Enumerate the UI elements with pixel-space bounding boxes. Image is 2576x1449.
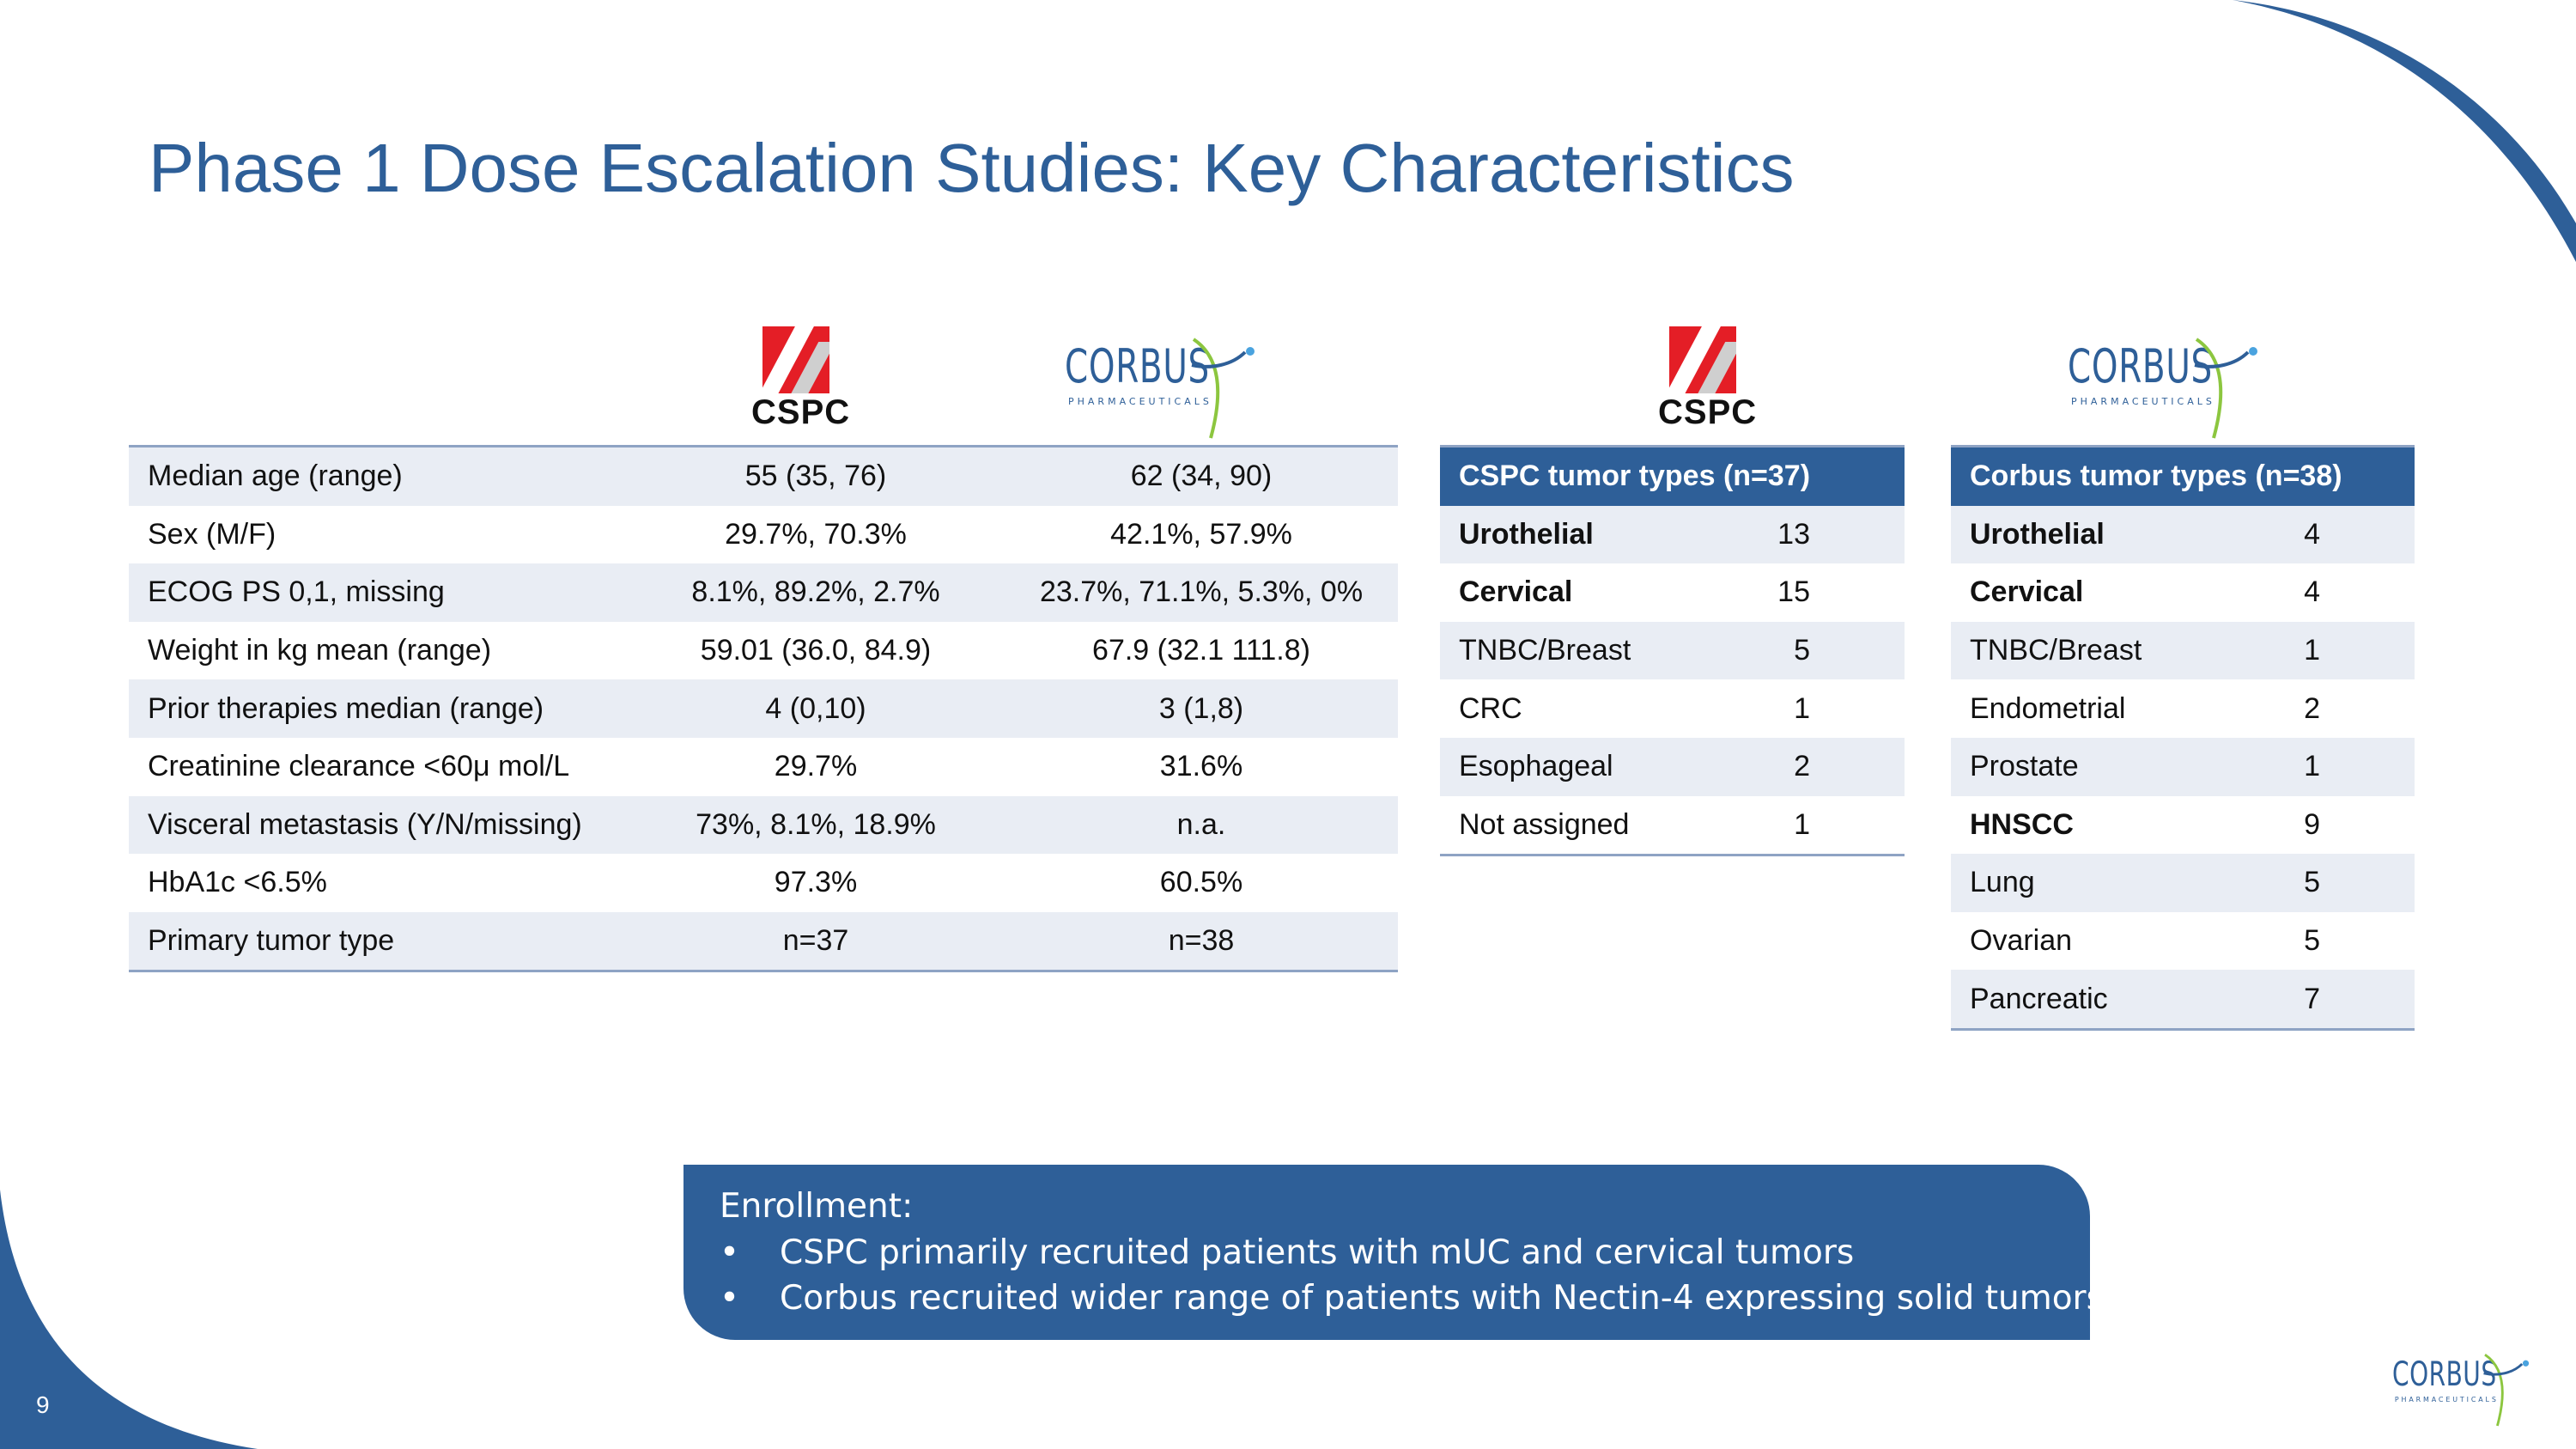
table-row: Pancreatic 7 xyxy=(1951,970,2415,1030)
tumor-count: 1 xyxy=(1794,691,1810,725)
tumor-type: TNBC/Breast xyxy=(1951,621,2234,680)
cell-label: Creatinine clearance <60μ mol/L xyxy=(148,750,570,783)
cell-cspc: 8.1%, 89.2%, 2.7% xyxy=(627,563,1005,622)
cell-corbus: 3 (1,8) xyxy=(1005,679,1398,738)
tumor-type: Esophageal xyxy=(1440,737,1724,796)
corbus-logo-2: CORBUS PHARMACEUTICALS xyxy=(2068,331,2265,442)
table-row: Urothelial 4 xyxy=(1951,505,2415,564)
table-row: Endometrial 2 xyxy=(1951,679,2415,738)
cell-label: HbA1c <6.5% xyxy=(148,866,327,899)
corbus-logo: CORBUS PHARMACEUTICALS xyxy=(1065,331,1262,442)
table-row: Creatinine clearance <60μ mol/L 29.7% 31.6… xyxy=(129,738,1398,796)
cell-cspc: 59.01 (36.0, 84.9) xyxy=(700,634,932,667)
tumor-type: Not assigned xyxy=(1459,807,1630,841)
cell-label: Prior therapies median (range) xyxy=(129,679,627,738)
table-row: Lung 5 xyxy=(1951,854,2415,912)
table-row: ECOG PS 0,1, missing 8.1%, 89.2%, 2.7% 23.… xyxy=(129,563,1398,622)
characteristics-table: Median age (range) 55 (35, 76) 62 (34, 90)… xyxy=(129,445,1398,973)
enrollment-bullet-2: • Corbus recruited wider range of patient… xyxy=(720,1279,2104,1318)
tumor-type: Ovarian xyxy=(1970,924,2073,958)
table-row: Not assigned 1 xyxy=(1440,796,1905,855)
cell-cspc: 29.7%, 70.3% xyxy=(725,517,907,551)
cell-label: Weight in kg mean (range) xyxy=(148,634,492,667)
tumor-type: Urothelial xyxy=(1951,505,2234,564)
cspc-tumor-table: CSPC tumor types (n=37) Urothelial 13 Cerv… xyxy=(1440,445,1905,857)
table-row: Sex (M/F) 29.7%, 70.3% 42.1%, 57.9% xyxy=(129,506,1398,564)
tumor-type: CRC xyxy=(1459,691,1522,725)
tumor-type: HNSCC xyxy=(1970,807,2074,841)
tumor-type: Urothelial xyxy=(1440,505,1724,564)
tumor-count: 13 xyxy=(1724,505,1905,564)
cell-label: Primary tumor type xyxy=(129,911,627,971)
cell-cspc: 4 (0,10) xyxy=(627,679,1005,738)
tumor-type: Cervical xyxy=(1459,575,1573,609)
table-row: Esophageal 2 xyxy=(1440,737,1905,796)
corbus-tumor-header: Corbus tumor types (n=38) xyxy=(1951,446,2415,506)
tumor-count: 1 xyxy=(2234,621,2415,680)
tumor-count: 4 xyxy=(2234,505,2415,564)
tumor-type: Cervical xyxy=(1970,575,2084,609)
tumor-count: 9 xyxy=(2304,807,2320,841)
cell-label: Sex (M/F) xyxy=(148,517,276,551)
tumor-count: 4 xyxy=(2304,575,2320,609)
cell-cspc: 29.7% xyxy=(774,750,858,783)
table-row: Ovarian 5 xyxy=(1951,912,2415,971)
cell-corbus: 60.5% xyxy=(1159,866,1243,899)
table-row: Weight in kg mean (range) 59.01 (36.0, 84… xyxy=(129,622,1398,680)
tumor-type: Prostate xyxy=(1951,737,2234,796)
tumor-count: 2 xyxy=(2304,691,2320,725)
tumor-count: 1 xyxy=(1794,807,1810,841)
table-row: HNSCC 9 xyxy=(1951,796,2415,855)
cspc-tumor-header: CSPC tumor types (n=37) xyxy=(1440,446,1905,506)
table-row: Visceral metastasis (Y/N/missing) 73%, 8.… xyxy=(129,795,1398,855)
cell-corbus: 67.9 (32.1 111.8) xyxy=(1092,634,1310,667)
cell-corbus: 23.7%, 71.1%, 5.3%, 0% xyxy=(1005,563,1398,622)
enrollment-heading: Enrollment: xyxy=(720,1187,914,1226)
tumor-type: Pancreatic xyxy=(1951,970,2234,1030)
table-row: TNBC/Breast 1 xyxy=(1951,621,2415,680)
cell-label: Median age (range) xyxy=(129,446,627,506)
table-row: Prostate 1 xyxy=(1951,737,2415,796)
table-row: Cervical 4 xyxy=(1951,563,2415,622)
tumor-count: 2 xyxy=(1724,737,1905,796)
corbus-tumor-table: Corbus tumor types (n=38) Urothelial 4 Cer… xyxy=(1951,445,2415,1031)
cell-label: ECOG PS 0,1, missing xyxy=(129,563,627,622)
top-right-arc xyxy=(2233,0,2576,262)
tumor-type: Endometrial xyxy=(1970,691,2126,725)
table-row: Urothelial 13 xyxy=(1440,505,1905,564)
cell-cspc: 55 (35, 76) xyxy=(627,446,1005,506)
tumor-type: TNBC/Breast xyxy=(1440,621,1724,680)
cell-cspc: 73%, 8.1%, 18.9% xyxy=(627,795,1005,855)
page-title: Phase 1 Dose Escalation Studies: Key Cha… xyxy=(149,130,1795,206)
enrollment-callout: Enrollment: • CSPC primarily recruited pa… xyxy=(683,1165,2104,1340)
table-row: HbA1c <6.5% 97.3% 60.5% xyxy=(129,854,1398,912)
table-row: Cervical 15 xyxy=(1440,563,1905,622)
bottom-left-arc xyxy=(0,1190,258,1449)
tumor-count: 5 xyxy=(2234,854,2415,912)
tumor-count: 15 xyxy=(1777,575,1810,609)
cell-corbus: 31.6% xyxy=(1159,750,1243,783)
tumor-type: Lung xyxy=(1951,854,2234,912)
table-row: TNBC/Breast 5 xyxy=(1440,621,1905,680)
enrollment-bullet-1: • CSPC primarily recruited patients with … xyxy=(720,1233,1855,1272)
footer-corbus-logo: CORBUS PHARMACEUTICALS xyxy=(2392,1349,2535,1429)
cell-corbus: 42.1%, 57.9% xyxy=(1110,517,1292,551)
tumor-count: 1 xyxy=(2234,737,2415,796)
table-row: Primary tumor type n=37 n=38 xyxy=(129,911,1398,971)
tumor-count: 5 xyxy=(2304,924,2320,958)
tumor-count: 5 xyxy=(1724,621,1905,680)
cell-cspc: n=37 xyxy=(627,911,1005,971)
cell-cspc: 97.3% xyxy=(774,866,858,899)
cell-label: Visceral metastasis (Y/N/missing) xyxy=(129,795,627,855)
tumor-count: 7 xyxy=(2234,970,2415,1030)
cell-corbus: 62 (34, 90) xyxy=(1005,446,1398,506)
cell-corbus: n=38 xyxy=(1005,911,1398,971)
table-row: CRC 1 xyxy=(1440,679,1905,738)
cell-corbus: n.a. xyxy=(1005,795,1398,855)
table-row: Median age (range) 55 (35, 76) 62 (34, 90) xyxy=(129,446,1398,506)
page-number: 9 xyxy=(36,1391,50,1418)
table-row: Prior therapies median (range) 4 (0,10) 3 … xyxy=(129,679,1398,738)
